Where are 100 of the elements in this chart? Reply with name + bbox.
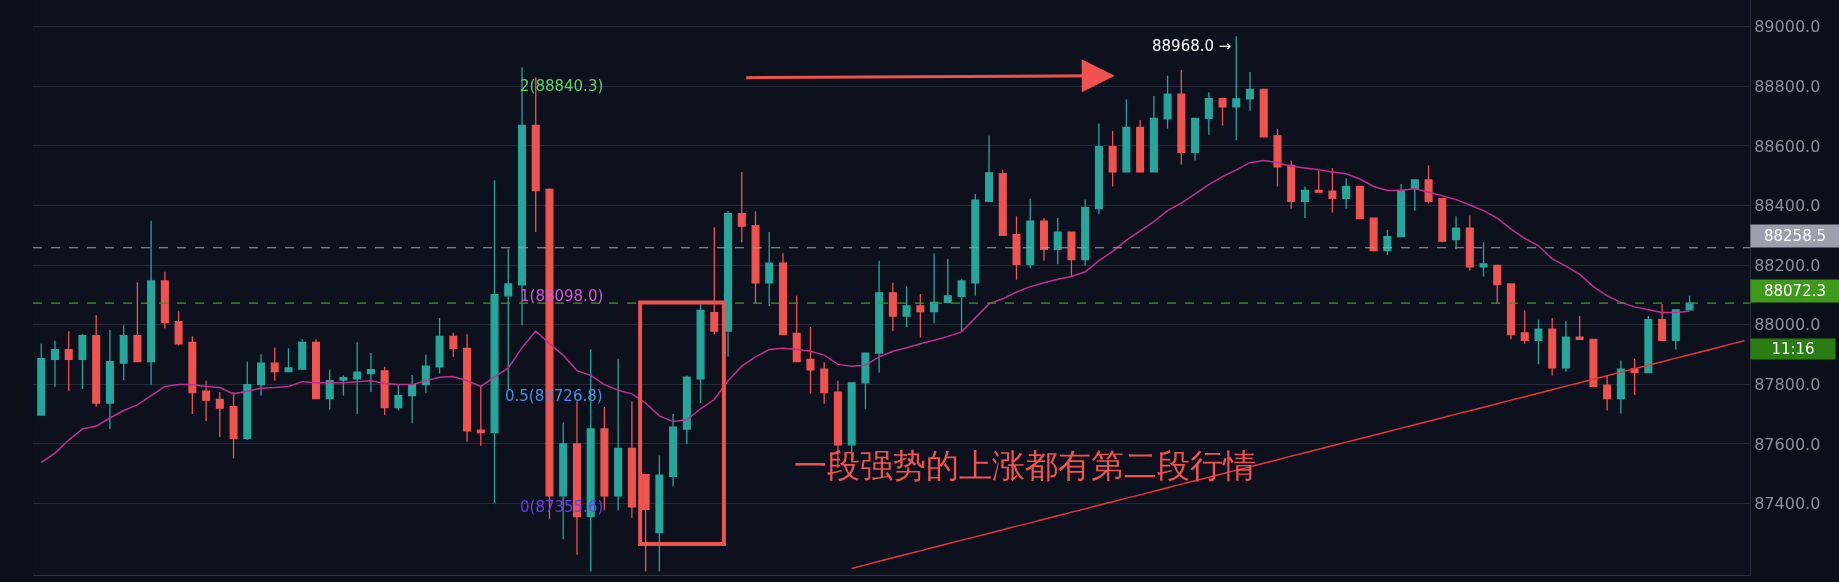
candlestick [311, 338, 320, 400]
candlestick [1177, 69, 1186, 166]
candlestick [1163, 75, 1172, 130]
candlestick [463, 333, 472, 443]
candlestick [1218, 97, 1227, 127]
ref-line-label: 88258.5 [1763, 227, 1827, 245]
candlestick [627, 400, 636, 519]
y-tick-label: 87800.0 [1754, 374, 1821, 394]
candlestick [160, 271, 169, 329]
candlestick [1039, 217, 1048, 262]
candlestick [792, 295, 801, 363]
y-tick-label: 88400.0 [1754, 196, 1821, 216]
candlestick [476, 385, 485, 447]
candlestick [37, 343, 46, 416]
y-tick-label: 88600.0 [1754, 136, 1821, 156]
candlestick [943, 258, 952, 304]
candlestick [64, 330, 73, 392]
candlestick [1452, 215, 1461, 251]
candlestick [78, 333, 87, 390]
candlestick [1603, 374, 1612, 412]
candlestick [888, 282, 897, 332]
candlestick [806, 326, 815, 395]
candlestick [490, 179, 499, 504]
candlestick [105, 329, 114, 430]
candlestick [1575, 315, 1584, 340]
candlestick [998, 169, 1007, 237]
candlestick [1438, 198, 1447, 243]
candlestick [119, 324, 128, 381]
candlestick [504, 247, 513, 391]
candlestick [655, 454, 664, 573]
candlestick [353, 341, 362, 415]
candlestick [1658, 303, 1667, 341]
candlestick [1108, 130, 1117, 188]
candlestick [1589, 338, 1598, 389]
candlestick [1424, 164, 1433, 204]
candlestick [1383, 229, 1392, 256]
candlestick [147, 220, 156, 386]
candlestick [1479, 241, 1488, 278]
candlestick [1259, 88, 1268, 138]
candlestick [778, 252, 787, 336]
y-tick-label: 88200.0 [1754, 255, 1821, 275]
candlestick [1493, 264, 1502, 304]
candlestick [1122, 98, 1131, 173]
candlestick [408, 374, 417, 424]
candlestick [1300, 185, 1309, 219]
y-tick-label: 89000.0 [1754, 17, 1821, 37]
candlestick [985, 135, 994, 203]
candlestick [1053, 217, 1062, 265]
candlestick [682, 374, 691, 445]
candlestick [710, 226, 719, 336]
y-tick-label: 87400.0 [1754, 494, 1821, 514]
candlestick [1191, 117, 1200, 162]
candlestick [971, 193, 980, 297]
candlestick [50, 340, 59, 388]
candlestick [1548, 317, 1557, 377]
candlestick [229, 391, 238, 460]
candlestick [188, 335, 197, 415]
candlestick [1397, 183, 1406, 238]
candlestick [1520, 309, 1529, 345]
candlestick [243, 361, 252, 441]
candlestick [930, 252, 939, 325]
candlestick [875, 260, 884, 374]
candlestick [1081, 198, 1090, 267]
ref-line-label: 88072.3 [1763, 282, 1827, 300]
candlestick [1671, 309, 1680, 351]
candlestick [696, 303, 705, 404]
candlestick [1094, 122, 1103, 215]
candlestick [600, 406, 609, 511]
candlestick [202, 380, 211, 422]
candlestick [916, 293, 925, 338]
candlestick [1644, 315, 1653, 374]
candlestick [215, 391, 224, 438]
candlestick [339, 374, 348, 397]
candlestick [380, 366, 389, 416]
candlestick [1369, 217, 1378, 252]
candlestick [614, 358, 623, 511]
candlestick [1410, 179, 1419, 212]
candlestick [1342, 177, 1351, 210]
candlestick [1328, 167, 1337, 214]
candlestick [1136, 119, 1145, 174]
candlestick [737, 171, 746, 243]
candlestick [902, 285, 911, 328]
candlestick [669, 413, 678, 487]
candlestick [1245, 71, 1255, 112]
candlestick [284, 347, 293, 373]
candlestick [1355, 185, 1364, 220]
candlestick [1506, 283, 1516, 340]
annotation: 88968.0 → [1152, 37, 1232, 55]
candlestick [270, 347, 279, 382]
candlestick [1067, 231, 1076, 279]
candlestick [92, 314, 101, 408]
candlestick [1630, 358, 1639, 396]
y-tick-label: 87600.0 [1754, 434, 1821, 454]
candlestick [1287, 159, 1296, 210]
candlestick [1465, 214, 1474, 272]
candlestick [1026, 198, 1035, 269]
candlestick [421, 354, 430, 394]
candlestick [174, 310, 183, 347]
candlestick [1534, 319, 1543, 366]
y-tick-label: 88000.0 [1754, 315, 1821, 335]
